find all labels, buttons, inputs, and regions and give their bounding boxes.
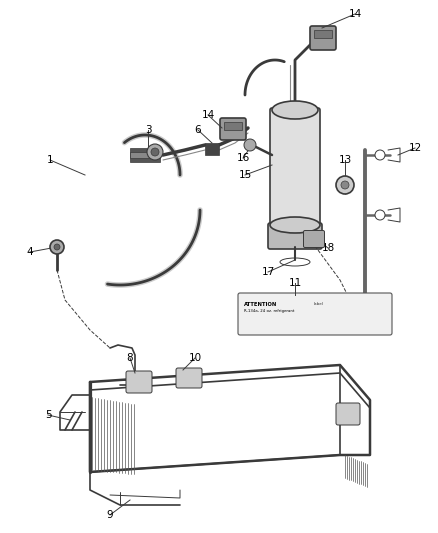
Text: ATTENTION: ATTENTION bbox=[244, 302, 277, 307]
FancyBboxPatch shape bbox=[336, 403, 360, 425]
Text: 14: 14 bbox=[348, 9, 362, 19]
Circle shape bbox=[147, 144, 163, 160]
FancyBboxPatch shape bbox=[126, 371, 152, 393]
FancyBboxPatch shape bbox=[310, 26, 336, 50]
FancyBboxPatch shape bbox=[268, 223, 322, 249]
Circle shape bbox=[151, 148, 159, 156]
Text: R-134a, 24 oz. refrigerant: R-134a, 24 oz. refrigerant bbox=[244, 309, 294, 313]
Bar bbox=[205, 143, 219, 155]
Text: 9: 9 bbox=[107, 510, 113, 520]
FancyBboxPatch shape bbox=[220, 118, 246, 140]
Text: label: label bbox=[314, 302, 324, 306]
Text: 14: 14 bbox=[201, 110, 215, 120]
Circle shape bbox=[50, 240, 64, 254]
Circle shape bbox=[336, 176, 354, 194]
Text: 16: 16 bbox=[237, 153, 250, 163]
Text: 8: 8 bbox=[127, 353, 133, 363]
Text: 12: 12 bbox=[408, 143, 422, 153]
FancyBboxPatch shape bbox=[304, 230, 325, 247]
Text: 4: 4 bbox=[27, 247, 33, 257]
FancyBboxPatch shape bbox=[270, 108, 320, 227]
Circle shape bbox=[375, 210, 385, 220]
Ellipse shape bbox=[270, 217, 320, 233]
FancyBboxPatch shape bbox=[176, 368, 202, 388]
Text: 13: 13 bbox=[339, 155, 352, 165]
Text: 1: 1 bbox=[47, 155, 53, 165]
Bar bbox=[314, 30, 332, 38]
Text: 18: 18 bbox=[321, 243, 335, 253]
Text: 15: 15 bbox=[238, 170, 251, 180]
Ellipse shape bbox=[272, 101, 318, 119]
Text: 10: 10 bbox=[188, 353, 201, 363]
Circle shape bbox=[244, 139, 256, 151]
Text: 5: 5 bbox=[45, 410, 51, 420]
Text: 11: 11 bbox=[288, 278, 302, 288]
Bar bbox=[130, 148, 160, 162]
Text: 3: 3 bbox=[145, 125, 151, 135]
Circle shape bbox=[375, 150, 385, 160]
Text: 6: 6 bbox=[194, 125, 201, 135]
Bar bbox=[130, 152, 160, 158]
FancyBboxPatch shape bbox=[238, 293, 392, 335]
Text: 17: 17 bbox=[261, 267, 275, 277]
Circle shape bbox=[341, 181, 349, 189]
Circle shape bbox=[54, 244, 60, 250]
Bar bbox=[224, 122, 242, 130]
